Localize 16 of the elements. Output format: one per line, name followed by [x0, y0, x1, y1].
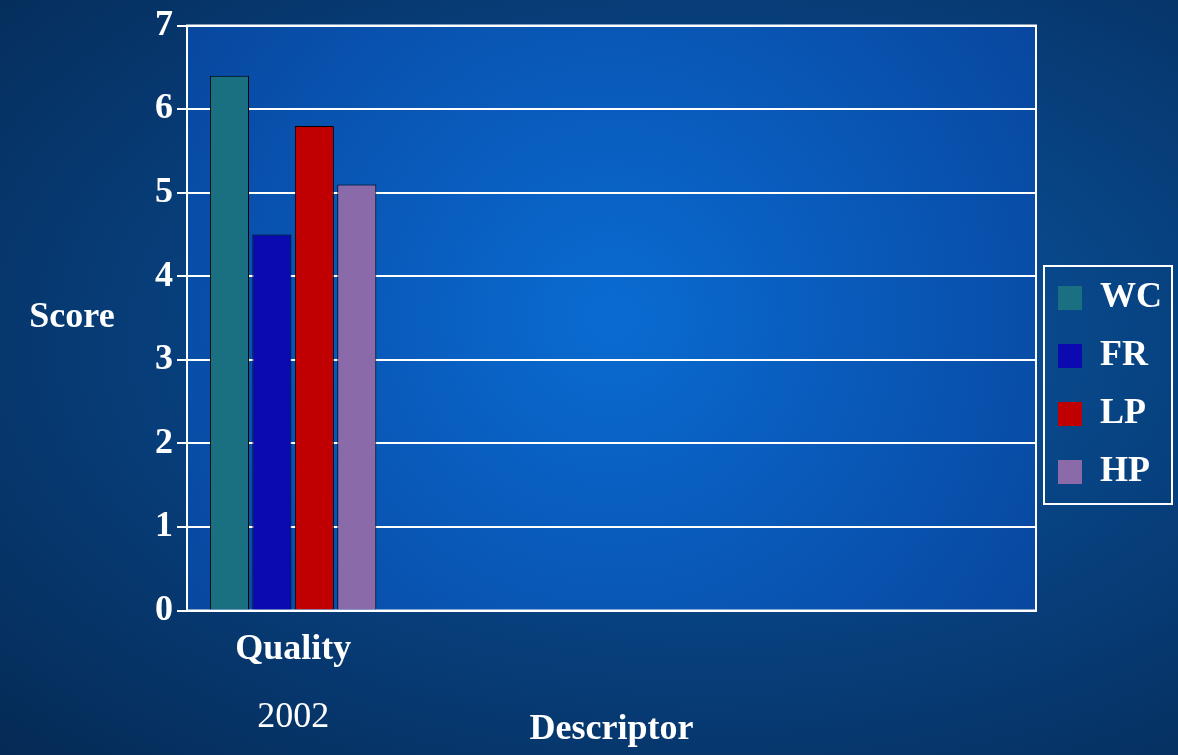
y-tick-label: 0 [155, 587, 173, 628]
legend-label: FR [1100, 333, 1149, 374]
legend-label: HP [1100, 449, 1150, 490]
legend-label: WC [1100, 275, 1162, 316]
y-tick-label: 6 [155, 86, 173, 127]
y-tick-label: 1 [155, 504, 173, 545]
y-tick-label: 3 [155, 337, 173, 378]
legend-label: LP [1100, 391, 1147, 432]
x-tick-label: Quality [235, 627, 352, 668]
x-axis-title: Descriptor [529, 706, 694, 747]
y-axis-title: Score [29, 295, 115, 336]
y-tick-label: 5 [155, 170, 173, 211]
y-tick-label: 7 [155, 2, 173, 43]
text: 2002 [257, 695, 330, 736]
y-tick-label: 4 [155, 253, 173, 294]
y-tick-label: 2 [155, 420, 173, 461]
